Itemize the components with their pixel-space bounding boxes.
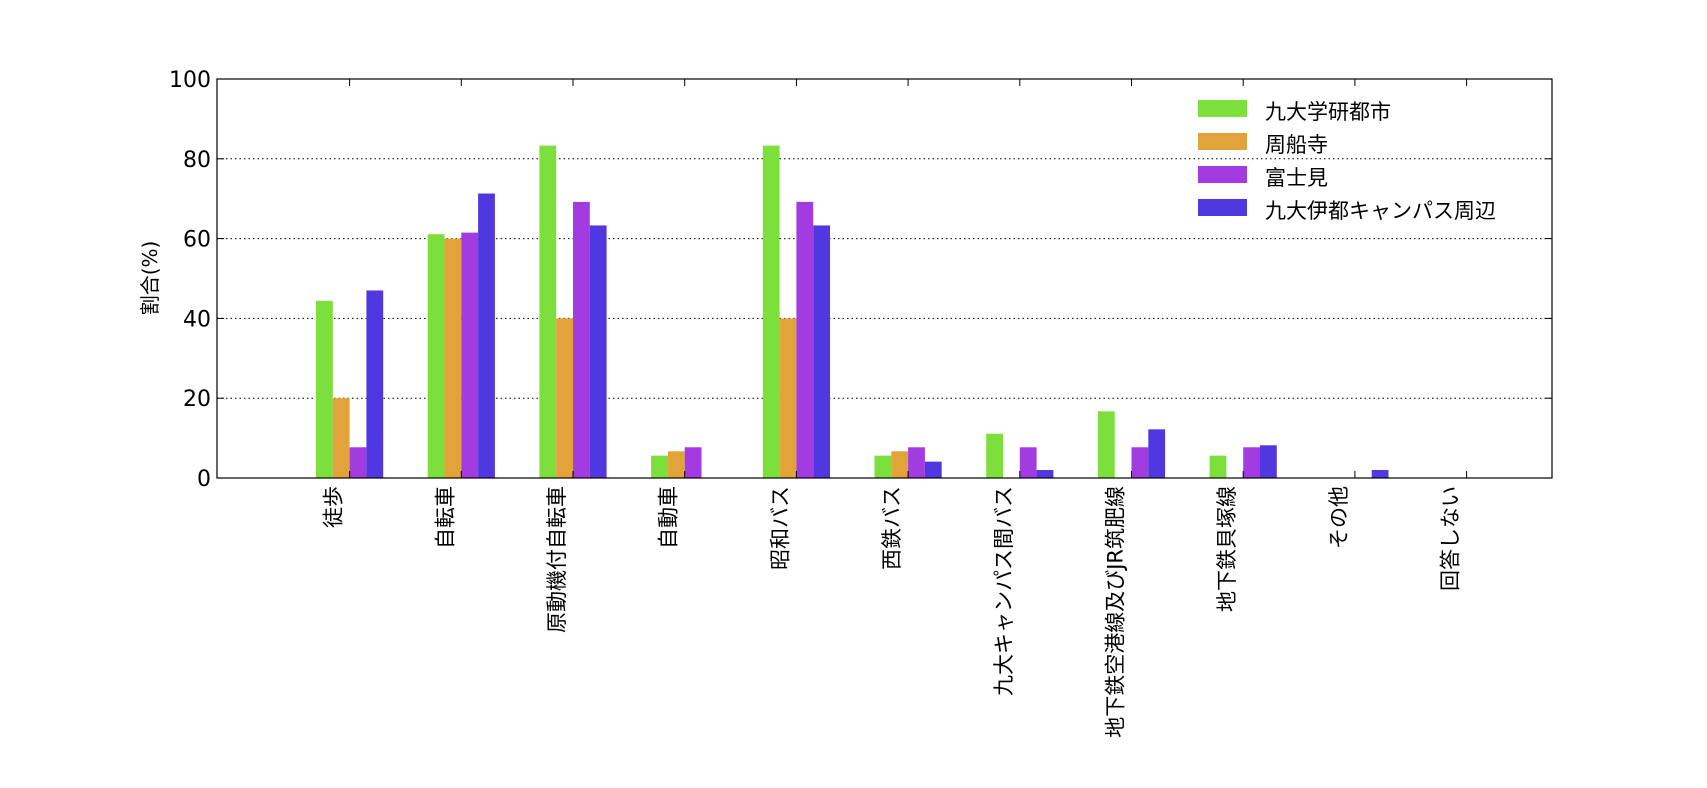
legend-swatch bbox=[1198, 133, 1247, 150]
plot-frame bbox=[216, 78, 1553, 479]
bar bbox=[908, 447, 925, 478]
bar bbox=[924, 461, 942, 478]
y-axis-label: 割合(%) bbox=[138, 241, 162, 316]
legend-label: 富士見 bbox=[1265, 166, 1328, 190]
x-tick-label: 徒歩 bbox=[322, 486, 346, 528]
bar bbox=[316, 300, 333, 478]
bar bbox=[779, 318, 797, 478]
bar bbox=[1131, 447, 1149, 478]
bar bbox=[874, 455, 892, 478]
x-tick-label: 自動車 bbox=[657, 486, 681, 549]
bar bbox=[762, 145, 780, 478]
bar bbox=[1243, 447, 1260, 478]
y-tick-label: 80 bbox=[183, 148, 211, 173]
x-tick-label: 西鉄バス bbox=[880, 486, 904, 570]
bar bbox=[1097, 411, 1115, 478]
legend-swatch bbox=[1198, 100, 1247, 117]
y-axis: 0 20 40 60 80 100 bbox=[169, 68, 1552, 492]
bar bbox=[1036, 470, 1054, 478]
x-tick-label: 昭和バス bbox=[768, 486, 792, 570]
bar bbox=[1148, 429, 1166, 478]
x-tick-label: 回答しない bbox=[1439, 486, 1463, 591]
x-axis: 徒歩 自転車 原動機付自転車 自動車 昭和バス 西鉄バス 九大キャンパス間バス 地下鉄空港線及… bbox=[322, 79, 1468, 738]
bar bbox=[684, 447, 702, 478]
bar bbox=[1260, 445, 1277, 478]
bar bbox=[461, 232, 479, 478]
bar bbox=[796, 201, 814, 478]
bar bbox=[1019, 447, 1037, 478]
legend-label: 九大学研都市 bbox=[1265, 100, 1391, 124]
bars bbox=[316, 145, 1389, 478]
bar bbox=[667, 451, 685, 478]
bar bbox=[444, 238, 462, 478]
x-tick-label: 原動機付自転車 bbox=[545, 486, 569, 633]
bar bbox=[349, 447, 367, 478]
y-tick-label: 20 bbox=[183, 387, 211, 412]
y-tick-label: 40 bbox=[183, 307, 211, 332]
bar bbox=[478, 193, 495, 478]
x-tick-label: 九大キャンパス間バス bbox=[992, 486, 1016, 696]
bar bbox=[1209, 455, 1227, 478]
bar bbox=[366, 290, 384, 478]
bar bbox=[589, 225, 607, 478]
legend-swatch bbox=[1198, 166, 1247, 183]
bar bbox=[651, 455, 668, 478]
bar bbox=[986, 433, 1003, 478]
bar bbox=[332, 398, 350, 478]
x-tick-label: 地下鉄貝塚線 bbox=[1215, 486, 1239, 612]
x-tick-label: その他 bbox=[1327, 486, 1351, 549]
bar bbox=[813, 225, 830, 478]
legend-label: 周船寺 bbox=[1265, 133, 1328, 157]
bar bbox=[556, 318, 573, 478]
grid-lines bbox=[217, 158, 1552, 399]
legend-label: 九大伊都キャンパス周辺 bbox=[1265, 199, 1496, 223]
x-tick-label: 地下鉄空港線及びJR筑肥線 bbox=[1104, 486, 1128, 738]
legend-swatch bbox=[1198, 199, 1247, 216]
bar bbox=[427, 234, 445, 478]
bar bbox=[1371, 470, 1389, 478]
x-tick-label: 自転車 bbox=[433, 486, 457, 549]
bar bbox=[539, 145, 557, 478]
y-tick-label: 0 bbox=[197, 467, 211, 492]
bar bbox=[573, 201, 590, 478]
y-tick-label: 60 bbox=[183, 228, 211, 253]
y-tick-label: 100 bbox=[169, 68, 211, 93]
bar bbox=[891, 451, 909, 478]
